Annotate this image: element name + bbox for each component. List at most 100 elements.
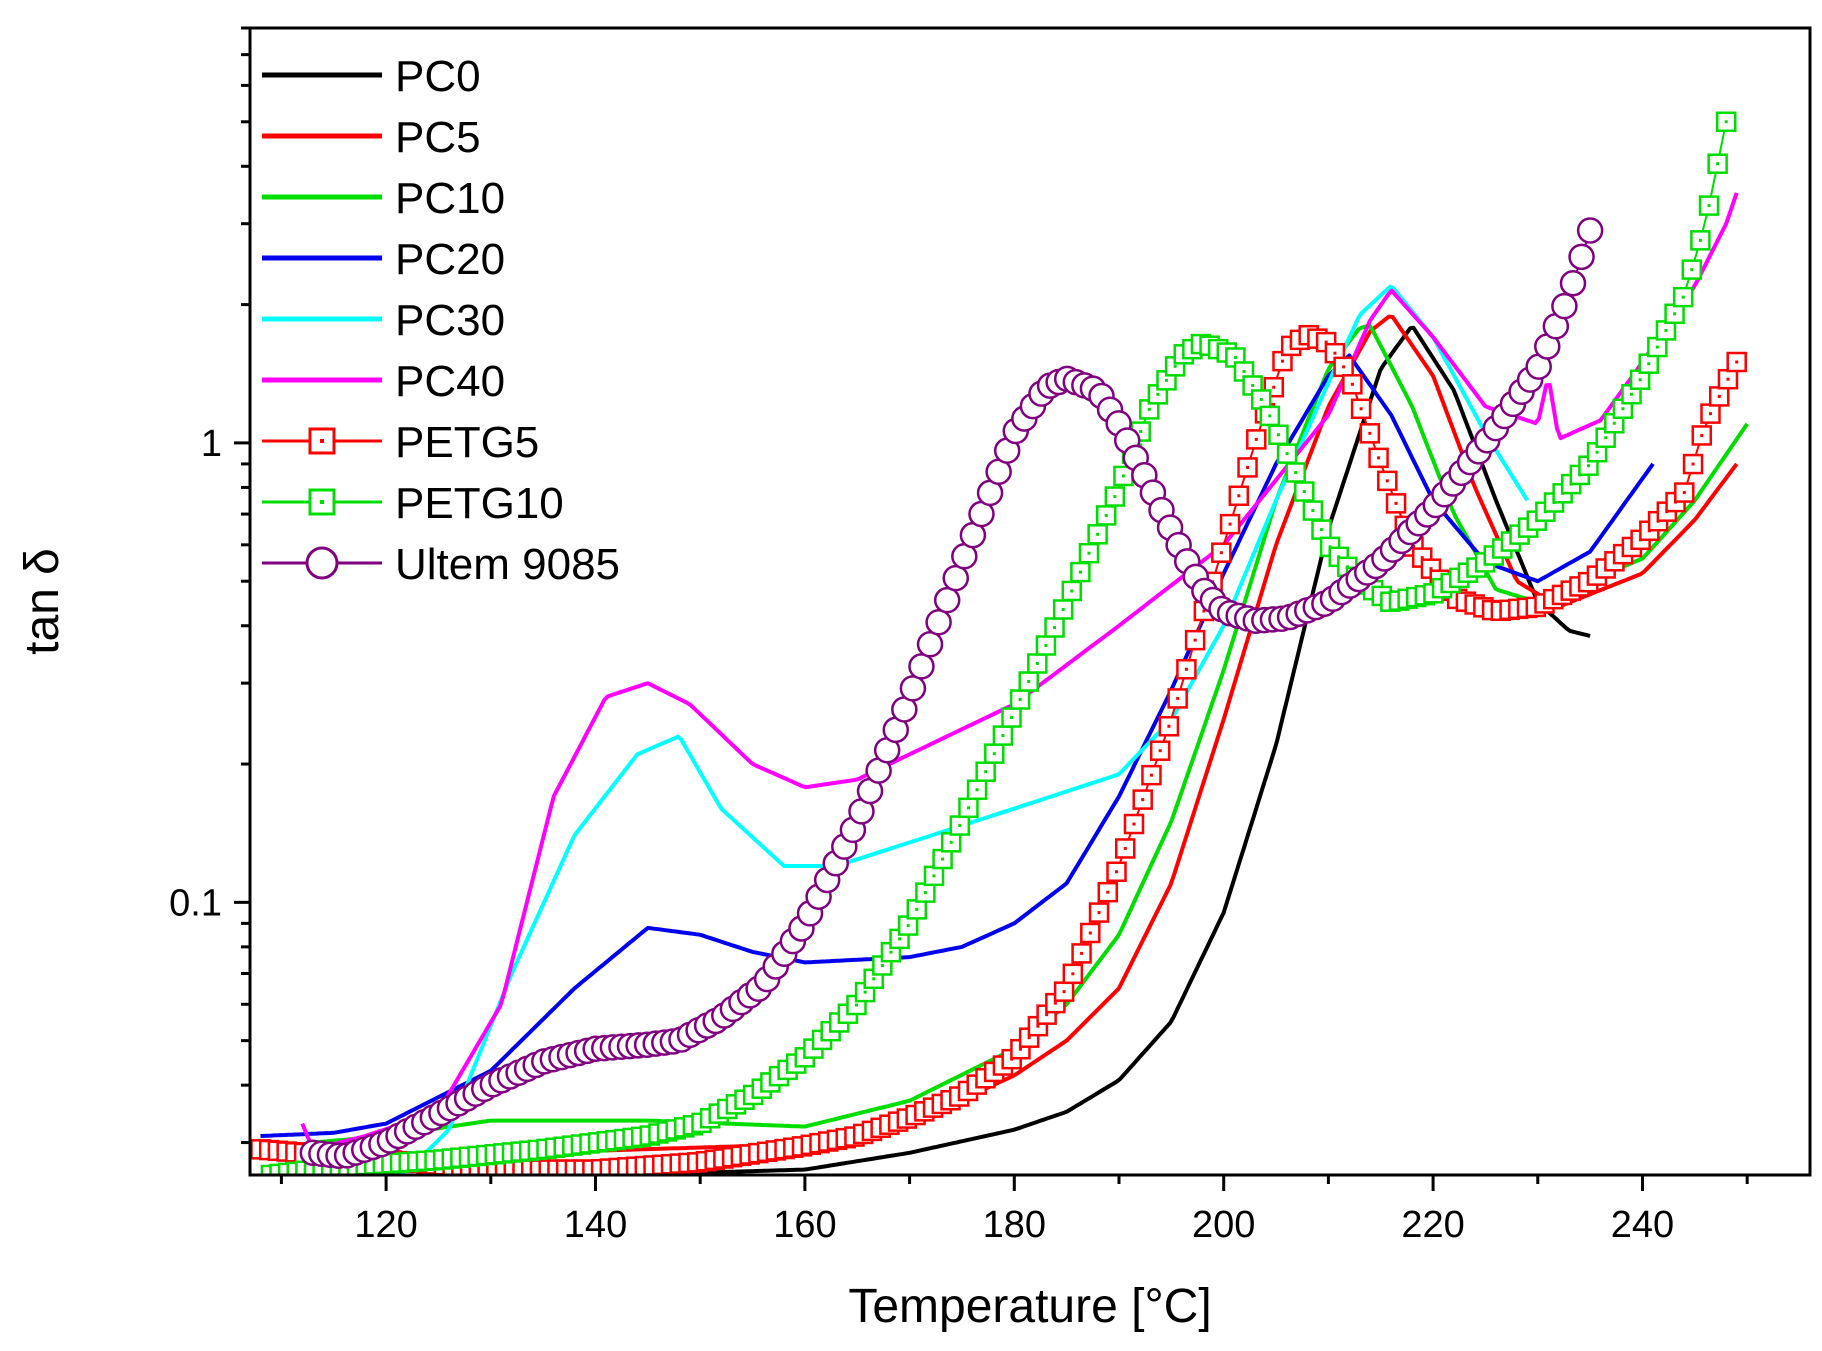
data-point bbox=[916, 631, 944, 658]
data-point-center bbox=[863, 990, 867, 994]
legend-item-pc40: PC40 bbox=[262, 357, 505, 406]
data-point-center bbox=[1053, 1001, 1057, 1005]
data-point-center bbox=[1324, 340, 1328, 344]
data-point-center bbox=[1311, 509, 1315, 513]
series-pc20 bbox=[260, 353, 1655, 1138]
legend-label: PC40 bbox=[395, 357, 505, 406]
data-point-center bbox=[1027, 680, 1031, 684]
x-tick-label: 140 bbox=[564, 1204, 627, 1246]
legend-label: PETG5 bbox=[395, 418, 539, 467]
data-point-center bbox=[1044, 644, 1048, 648]
data-point-center bbox=[1104, 513, 1108, 517]
data-point-center bbox=[855, 1003, 859, 1007]
data-point-center bbox=[1147, 407, 1151, 411]
data-point-center bbox=[1595, 450, 1599, 454]
legend-item-petg10: PETG10 bbox=[262, 479, 564, 528]
data-point-center bbox=[1070, 589, 1074, 593]
legend-label: PC30 bbox=[395, 296, 505, 345]
data-point-center bbox=[872, 977, 876, 981]
data-point-center bbox=[1681, 295, 1685, 299]
data-point-center bbox=[1096, 532, 1100, 536]
y-axis-title: tan δ bbox=[16, 548, 69, 655]
legend-marker bbox=[308, 427, 336, 455]
data-point-center bbox=[1302, 490, 1306, 494]
series-petg10 bbox=[260, 111, 1737, 1175]
data-point-center bbox=[1228, 522, 1232, 526]
x-tick-label: 180 bbox=[983, 1204, 1046, 1246]
series-line-pc30 bbox=[352, 284, 1529, 1175]
data-point-center bbox=[1167, 724, 1171, 728]
data-point-center bbox=[1035, 662, 1039, 666]
data-point-center bbox=[1071, 972, 1075, 976]
data-point-center bbox=[880, 963, 884, 967]
data-point-center bbox=[1638, 378, 1642, 382]
legend-label: PC20 bbox=[395, 235, 505, 284]
data-point-center bbox=[941, 857, 945, 861]
data-point-center bbox=[1647, 362, 1651, 366]
x-tick-label: 120 bbox=[354, 1204, 417, 1246]
series-line-pc40 bbox=[300, 192, 1739, 1152]
data-point-center bbox=[923, 891, 927, 895]
data-point bbox=[908, 653, 935, 680]
data-point-center bbox=[915, 907, 919, 911]
data-point-center bbox=[1062, 990, 1066, 994]
y-tick-label: 1 bbox=[201, 423, 222, 465]
data-point-center bbox=[1078, 570, 1082, 574]
x-tick-label: 160 bbox=[773, 1204, 836, 1246]
data-point-center bbox=[1368, 431, 1372, 435]
data-point-center bbox=[1377, 456, 1381, 460]
legend-item-pc10: PC10 bbox=[262, 174, 505, 223]
data-point-center bbox=[949, 840, 953, 844]
data-point-center bbox=[1061, 607, 1065, 611]
data-point-center bbox=[1621, 407, 1625, 411]
data-point bbox=[925, 608, 952, 636]
data-point-center bbox=[1141, 798, 1145, 802]
data-point-center bbox=[1690, 268, 1694, 272]
data-point-center bbox=[1027, 1036, 1031, 1040]
data-point-center bbox=[1412, 545, 1416, 549]
legend-item-pc0: PC0 bbox=[262, 52, 481, 101]
data-point-center bbox=[1087, 551, 1091, 555]
data-point-center bbox=[1165, 378, 1169, 382]
data-point bbox=[899, 675, 927, 702]
data-point-center bbox=[975, 788, 979, 792]
data-point-center bbox=[1280, 359, 1284, 363]
legend-label: PC5 bbox=[395, 113, 481, 162]
data-point-center bbox=[1707, 204, 1711, 208]
data-point-center bbox=[1320, 528, 1324, 532]
data-point-center bbox=[932, 874, 936, 878]
data-point-center bbox=[1176, 696, 1180, 700]
data-point-center bbox=[1612, 421, 1616, 425]
series-pc40 bbox=[300, 192, 1739, 1152]
data-point-center bbox=[1115, 870, 1119, 874]
data-point-center bbox=[1350, 382, 1354, 386]
data-point-center bbox=[1001, 734, 1005, 738]
data-point-center bbox=[1630, 392, 1634, 396]
data-point-center bbox=[1246, 465, 1250, 469]
data-point-center bbox=[1121, 474, 1125, 478]
data-point bbox=[933, 586, 961, 614]
data-point-center bbox=[898, 937, 902, 941]
data-point-center bbox=[1586, 464, 1590, 468]
data-point-center bbox=[1682, 491, 1686, 495]
legend-marker-center bbox=[320, 439, 324, 443]
x-tick-label: 220 bbox=[1401, 1204, 1464, 1246]
data-point-center bbox=[1036, 1024, 1040, 1028]
data-point-center bbox=[1173, 364, 1177, 368]
data-point-center bbox=[1259, 397, 1263, 401]
series-layer bbox=[250, 111, 1749, 1175]
legend-label: PC0 bbox=[395, 52, 481, 101]
legend-label: Ultem 9085 bbox=[395, 540, 620, 589]
data-point-center bbox=[1053, 625, 1057, 629]
data-point-center bbox=[1149, 773, 1153, 777]
x-axis-title: Temperature [°C] bbox=[848, 1280, 1211, 1333]
data-point-center bbox=[1097, 911, 1101, 915]
data-point-center bbox=[1420, 556, 1424, 560]
legend-label: PETG10 bbox=[395, 479, 564, 528]
data-point-center bbox=[1333, 351, 1337, 355]
data-point-center bbox=[1385, 479, 1389, 483]
data-point-center bbox=[1088, 931, 1092, 935]
data-point-center bbox=[1158, 749, 1162, 753]
x-tick-label: 200 bbox=[1192, 1204, 1255, 1246]
data-point-center bbox=[1018, 1047, 1022, 1051]
